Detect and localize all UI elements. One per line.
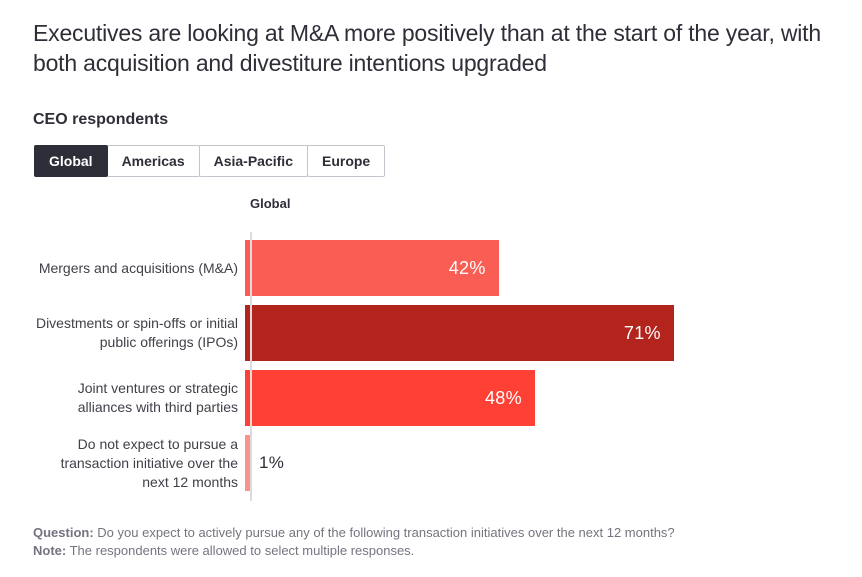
bar-value-label: 48% [484, 387, 522, 408]
bar-row-divestments: Divestments or spin-offs or initial publ… [33, 305, 854, 361]
tab-americas[interactable]: Americas [106, 145, 200, 177]
bar-no-transaction [245, 435, 252, 491]
bar-track: 71% [245, 305, 849, 361]
bar-divestments [245, 305, 674, 361]
footnote-question-text: Do you expect to actively pursue any of … [93, 525, 675, 540]
footnote-note-label: Note: [33, 543, 67, 558]
bar-row-joint-ventures: Joint ventures or strategic alliances wi… [33, 370, 854, 426]
bar-mna [245, 240, 499, 296]
bar-value-label: 42% [448, 257, 486, 278]
footnote-question-label: Question: [33, 525, 94, 540]
tab-europe[interactable]: Europe [306, 145, 386, 177]
bar-label: Joint ventures or strategic alliances wi… [77, 380, 238, 415]
region-tabs: Global Americas Asia-Pacific Europe [34, 145, 386, 177]
bar-chart: Mergers and acquisitions (M&A) 42% Dives… [33, 232, 854, 501]
tab-americas-label: Americas [121, 153, 185, 169]
bar-value-label: 71% [623, 322, 661, 343]
tab-asia-pacific-label: Asia-Pacific [213, 153, 293, 169]
column-header-global: Global [250, 196, 291, 211]
bar-value-label: 1% [259, 453, 285, 472]
bar-joint-ventures [245, 370, 535, 426]
tab-global[interactable]: Global [34, 145, 108, 177]
footnote-note: Note: The respondents were allowed to se… [33, 542, 833, 560]
tab-europe-label: Europe [321, 153, 371, 169]
bar-label: Mergers and acquisitions (M&A) [38, 259, 238, 276]
bar-row-mna: Mergers and acquisitions (M&A) 42% [33, 240, 854, 296]
chart-axis-line [250, 232, 252, 501]
footnote-question: Question: Do you expect to actively purs… [33, 524, 833, 542]
page-title: Executives are looking at M&A more posit… [33, 20, 821, 76]
footnote-note-text: The respondents were allowed to select m… [66, 543, 415, 558]
footnote: Question: Do you expect to actively purs… [33, 524, 833, 560]
tab-asia-pacific[interactable]: Asia-Pacific [198, 145, 308, 177]
bar-label: Do not expect to pursue a transaction in… [60, 436, 238, 490]
bar-track: 48% [245, 370, 849, 426]
bar-label: Divestments or spin-offs or initial publ… [35, 315, 238, 350]
chart-subtitle: CEO respondents [33, 111, 169, 128]
bar-row-no-transaction: Do not expect to pursue a transaction in… [33, 435, 854, 492]
bar-track: 42% [245, 240, 849, 296]
bar-track: 1% [245, 435, 849, 491]
tab-global-label: Global [49, 153, 93, 169]
